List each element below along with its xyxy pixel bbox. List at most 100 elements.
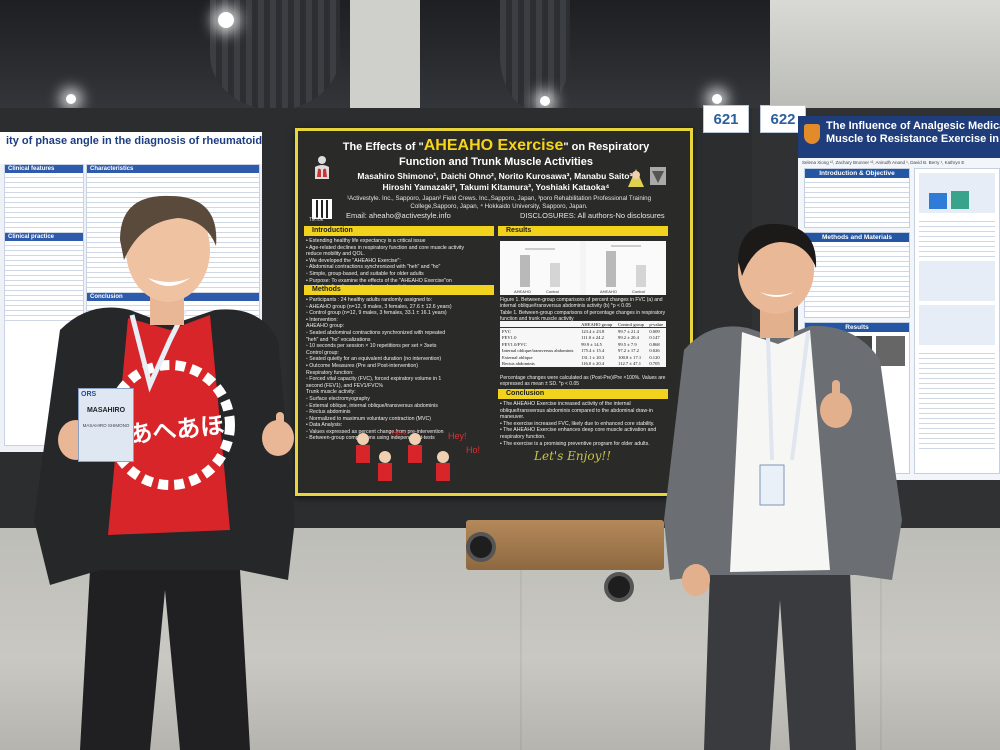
table-cell: 0.868 bbox=[649, 341, 660, 347]
text-line: • Age-related declines in respiratory fu… bbox=[306, 244, 465, 251]
text-line: ◦ Simple, group-based, and suitable for … bbox=[306, 270, 424, 277]
text-line: ◦ Rectus abdominis bbox=[306, 409, 351, 416]
text-line: Respiratory function: bbox=[306, 369, 354, 376]
text-line: • Extending healthy life expectancy is a… bbox=[306, 238, 426, 244]
poster-disclosures: DISCLOSURES: All authors-No disclosures bbox=[520, 211, 665, 220]
table-cell: 99.2 ± 20.4 bbox=[618, 335, 639, 341]
back-wall bbox=[770, 0, 1000, 120]
poster-affiliations: ¹Activestyle. Inc., Sapporo, Japan² Fiel… bbox=[346, 195, 652, 210]
text-line: Trunk muscle activity: bbox=[306, 389, 356, 396]
text-line: ◦ Normalized to maximum voluntary contra… bbox=[306, 415, 431, 422]
table-row: FVC 123.4 ± 23.8 99.7 ± 21.4 0.009 bbox=[500, 328, 666, 335]
text-line: ◦ External oblique, internal oblique/tra… bbox=[306, 402, 438, 409]
table-note: Percentage changes were calculated as (P… bbox=[500, 375, 666, 388]
text-line: ◦ Forced vital capacity (FVC), forced ex… bbox=[306, 376, 442, 383]
text-line: • The exercise is a promising preventive… bbox=[500, 440, 650, 447]
text-line: second (FEV1), and FEV1/FVC% bbox=[306, 382, 383, 389]
ceiling-light bbox=[218, 12, 234, 28]
table-cell: 111.0 ± 24.2 bbox=[581, 335, 604, 341]
section-introduction: Introduction bbox=[304, 226, 494, 236]
exercise-cartoon: Hey! Ho! Heh! bbox=[356, 430, 480, 481]
enjoy-text: Let's Enjoy!! bbox=[534, 449, 612, 463]
text-line: ◦ Seated quietly for an equivalent durat… bbox=[306, 356, 442, 363]
ceiling-light bbox=[66, 94, 76, 104]
chart-bar bbox=[550, 263, 560, 287]
section-results: Results bbox=[498, 226, 668, 236]
text-line: • The AHEAHO Exercise enhances deep core… bbox=[500, 427, 657, 434]
chart-tick-label: Control bbox=[632, 289, 645, 294]
table-cell: 123.4 ± 23.8 bbox=[581, 329, 605, 335]
left-poster-column: Clinical features Clinical practice bbox=[4, 164, 84, 446]
table-cell: 0.026 bbox=[649, 348, 660, 354]
main-poster: The Effects of "AHEAHO Exercise" on Resp… bbox=[295, 128, 693, 496]
text-line: ◦ Values expressed as percent change fro… bbox=[306, 428, 444, 435]
text-line: ◦ Control group (n=12, 9 males, 3 female… bbox=[306, 310, 447, 317]
qr-caption: TikTok bbox=[309, 217, 324, 223]
chart-bar bbox=[520, 255, 530, 287]
table-cell: Rectus abdominis bbox=[502, 361, 535, 367]
right-poster-section: Introduction & Objective bbox=[804, 168, 910, 228]
table-header bbox=[500, 321, 580, 329]
table-header: AHEAHO group bbox=[579, 321, 617, 329]
text-line: oblique/transversus abdominis compared t… bbox=[500, 407, 653, 414]
table-cell: 112.7 ± 47.1 bbox=[618, 361, 642, 367]
badge-name: MASAHIRO bbox=[86, 407, 126, 414]
text-line: • Data Analysis: bbox=[306, 422, 343, 429]
ceiling-light bbox=[712, 94, 722, 104]
poster-title: The Effects of "AHEAHO Exercise" on Resp… bbox=[342, 137, 650, 154]
text-block bbox=[5, 173, 83, 233]
table-row: External oblique 131.1 ± 20.3 100.8 ± 17.1… bbox=[500, 354, 666, 360]
text-line: • Participants : 24 healthy adults rando… bbox=[306, 297, 433, 303]
table-cell: 116.0 ± 20.4 bbox=[581, 361, 605, 367]
badge-brand: ORS bbox=[81, 391, 97, 398]
wooden-cart bbox=[466, 520, 664, 570]
table-caption: Table 1. Between-group comparisons of pe… bbox=[500, 310, 666, 323]
conclusion-text: • The AHEAHO Exercise increased activity… bbox=[500, 401, 668, 447]
text-line: • Outcome Measures (Pre and Post-interve… bbox=[306, 362, 418, 369]
table-header: Control group bbox=[616, 321, 648, 329]
text-line: reduce mobility and QOL. bbox=[306, 251, 365, 258]
poster-title-line2: Function and Trunk Muscle Activities bbox=[399, 156, 593, 168]
table-cell: 99.7 ± 21.4 bbox=[618, 329, 639, 335]
text-line: ◦ Between-group comparisons using indepe… bbox=[306, 435, 435, 442]
table-cell: 97.2 ± 17.2 bbox=[618, 348, 639, 354]
figure-caption: Figure 1. Between-group comparisons of p… bbox=[500, 297, 663, 310]
text-line: ◦ Abdominal contractions synchronized wi… bbox=[306, 264, 441, 271]
table-row: Rectus abdominis 116.0 ± 20.4 112.7 ± 47.1… bbox=[500, 360, 666, 366]
table-cell: 0.705 bbox=[649, 361, 660, 367]
ceiling-light bbox=[540, 96, 550, 106]
right-poster-results bbox=[914, 168, 1000, 474]
chart-tick-label: AHEAHO bbox=[600, 289, 617, 294]
lungs-icon bbox=[315, 156, 329, 179]
text-line: AHEAHO group: bbox=[306, 323, 345, 330]
table-row: FEV1.0 111.0 ± 24.2 99.2 ± 20.4 0.147 bbox=[500, 335, 666, 341]
chart-tick-label: AHEAHO bbox=[514, 289, 531, 294]
results-bar-chart: AHEAHO Control AHEAHO Control bbox=[500, 241, 666, 295]
text-line: ◦ AHEAHO group (n=12, 9 males, 3 females… bbox=[306, 303, 452, 310]
table-cell: 0.009 bbox=[649, 329, 660, 335]
presenter-left bbox=[34, 195, 295, 750]
table-cell: 175.4 ± 15.4 bbox=[581, 348, 605, 354]
text-line: ◦ Surface electromyography bbox=[306, 395, 370, 402]
poster-authors: Masahiro Shimono¹, Daichi Ohno², Norito … bbox=[357, 171, 635, 192]
methods-text: • Participants : 24 healthy adults rando… bbox=[306, 297, 496, 443]
table-row: Internal oblique/transversus abdominis 17… bbox=[500, 348, 666, 354]
ceiling-duct bbox=[500, 0, 570, 110]
left-poster-section: Clinical practice bbox=[5, 233, 83, 241]
cartoon-word: Ho! bbox=[466, 445, 480, 455]
table-cell: 0.147 bbox=[649, 335, 660, 341]
mascot-icon bbox=[628, 167, 666, 187]
table-cell: FVC bbox=[502, 329, 511, 335]
text-line: • Purpose: To examine the effects of the… bbox=[306, 277, 452, 284]
booth-number-left: 621 bbox=[703, 105, 749, 133]
chart-bar bbox=[606, 251, 616, 287]
text-line: "heh" and "ho" vocalizations bbox=[306, 336, 371, 343]
name-badge: ORS MASAHIRO MASAHIRO SHIMONO bbox=[78, 388, 134, 462]
text-line: ◦ Seated abdominal contractions synchron… bbox=[306, 329, 446, 336]
floor-seam bbox=[880, 520, 882, 750]
cartoon-word: Hey! bbox=[448, 431, 467, 441]
results-table: AHEAHO group Control group p-value FVC 123.4… bbox=[500, 321, 666, 367]
table-cell: 99.5 ± 7.9 bbox=[618, 341, 637, 347]
cart-wheel bbox=[466, 532, 496, 562]
right-poster-section: Methods and Materials bbox=[804, 232, 910, 318]
